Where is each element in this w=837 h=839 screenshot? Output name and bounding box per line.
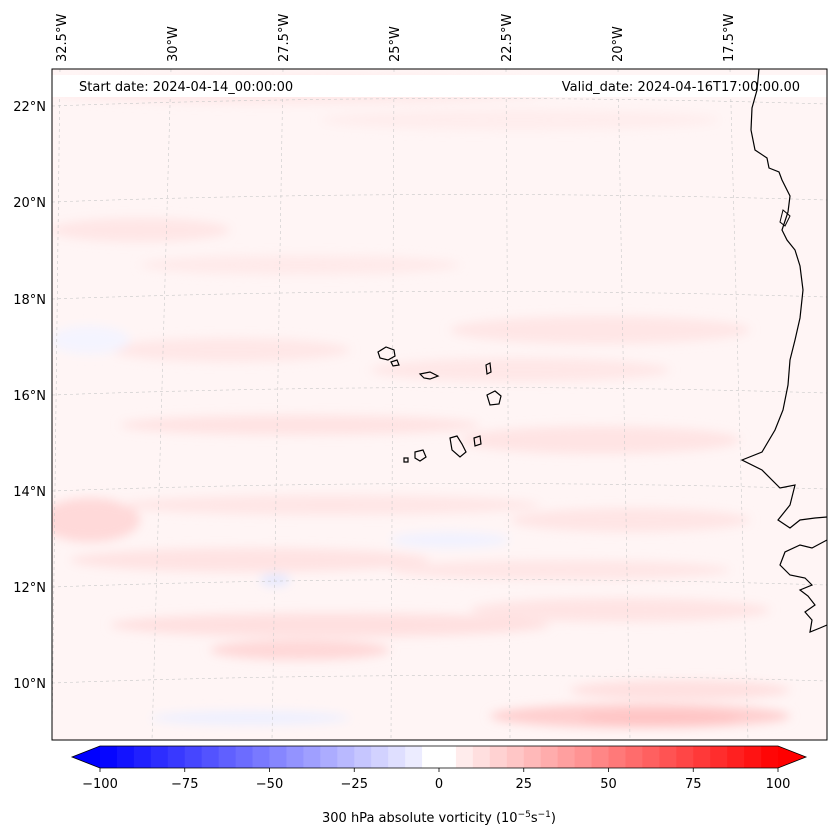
colorbar-segment: [455, 746, 474, 768]
colorbar-segment: [303, 746, 321, 768]
colorbar-segment: [422, 746, 440, 768]
lat-label-20n: 20°N: [13, 196, 46, 211]
colorbar-segment: [472, 746, 491, 768]
lon-label-17-5w: 17.5°W: [722, 14, 737, 62]
island-brava: [403, 457, 409, 463]
lon-label-22-5w: 22.5°W: [500, 14, 515, 62]
colorbar-segment: [320, 746, 338, 768]
map-frame: [51, 68, 828, 741]
colorbar-segment: [761, 746, 779, 768]
colorbar-tick-label: −25: [341, 777, 368, 792]
colorbar-max-extend-arrow: [778, 746, 806, 768]
colorbar-segment: [150, 746, 169, 768]
valid-date-label: Valid_date: 2024-04-16T17:00:00.00: [562, 80, 800, 95]
lat-label-10n: 10°N: [13, 677, 46, 692]
lon-label-25w: 25°W: [388, 26, 403, 62]
lat-label-12n: 12°N: [13, 581, 46, 596]
colorbar-segment: [506, 746, 525, 768]
colorbar-tick-label: 25: [515, 777, 532, 792]
colorbar-tick-label: −100: [82, 777, 118, 792]
colorbar-segment: [133, 746, 152, 768]
colorbar-tick-label: 0: [435, 777, 443, 792]
colorbar-segment: [727, 746, 745, 768]
colorbar-min-extend-arrow: [72, 746, 100, 768]
map-background: [52, 69, 827, 740]
island-maio: [473, 435, 482, 447]
colorbar: −100 −75 −50 −25 0 25 50 75 100 300 hPa absolute…: [70, 745, 808, 826]
colorbar-segment: [676, 746, 694, 768]
colorbar-tick-label: 50: [600, 777, 617, 792]
colorbar-segment: [218, 746, 236, 768]
colorbar-segment: [405, 746, 423, 768]
colorbar-tick-label: −75: [171, 777, 198, 792]
gridlines: [52, 69, 827, 740]
colorbar-segment: [591, 746, 609, 768]
lat-label-16n: 16°N: [13, 389, 46, 404]
colorbar-segment: [659, 746, 677, 768]
lat-label-14n: 14°N: [13, 485, 46, 500]
island-sal: [485, 362, 492, 375]
longitude-labels: 32.5°W 30°W 27.5°W 25°W 22.5°W 20°W 17.5…: [55, 14, 737, 62]
cape-verde-islands: [377, 346, 502, 463]
colorbar-segment: [116, 746, 135, 768]
colorbar-segment: [252, 746, 270, 768]
island-sao-vicente: [390, 359, 400, 367]
colorbar-segment: [489, 746, 508, 768]
colorbar-segment: [167, 746, 186, 768]
colorbar-tick-label: 75: [685, 777, 702, 792]
colorbar-segment: [388, 746, 406, 768]
lon-label-30w: 30°W: [166, 26, 181, 62]
lon-label-20w: 20°W: [611, 26, 626, 62]
colorbar-segment: [269, 746, 287, 768]
colorbar-segment: [371, 746, 389, 768]
lat-label-18n: 18°N: [13, 293, 46, 308]
colorbar-segments: [100, 746, 779, 768]
colorbar-ticks: −100 −75 −50 −25 0 25 50 75 100: [82, 768, 790, 792]
colorbar-segment: [625, 746, 643, 768]
lon-label-27-5w: 27.5°W: [277, 14, 292, 62]
island-santiago: [449, 435, 467, 458]
colorbar-segment: [354, 746, 372, 768]
map-panel: Start date: 2024-04-14_00:00:00 Valid_da…: [52, 69, 827, 740]
colorbar-segment: [201, 746, 220, 768]
vorticity-field: [52, 76, 790, 728]
colorbar-segment: [744, 746, 762, 768]
colorbar-segment: [286, 746, 304, 768]
colorbar-segment: [540, 746, 559, 768]
africa-coastline-south: [779, 539, 827, 633]
latitude-labels: 22°N 20°N 18°N 16°N 14°N 12°N 10°N: [13, 100, 46, 692]
river-estuary: [779, 209, 791, 227]
lat-label-22n: 22°N: [13, 100, 46, 115]
colorbar-tick-label: −50: [256, 777, 283, 792]
colorbar-segment: [608, 746, 626, 768]
island-sao-nicolau: [418, 371, 440, 380]
start-date-label: Start date: 2024-04-14_00:00:00: [79, 80, 293, 95]
colorbar-segment: [235, 746, 253, 768]
colorbar-segment: [184, 746, 203, 768]
colorbar-label: 300 hPa absolute vorticity (10−5s−1): [322, 810, 556, 826]
header-band: [52, 75, 827, 97]
colorbar-segment: [693, 746, 711, 768]
island-santo-antao: [377, 346, 396, 361]
colorbar-segment: [574, 746, 592, 768]
colorbar-segment: [523, 746, 542, 768]
colorbar-segment: [100, 746, 118, 768]
colorbar-segment: [557, 746, 575, 768]
island-fogo: [414, 449, 427, 462]
colorbar-segment: [642, 746, 660, 768]
africa-coastline: [740, 69, 827, 529]
colorbar-segment: [439, 746, 457, 768]
lon-label-32-5w: 32.5°W: [55, 14, 70, 62]
colorbar-segment: [710, 746, 728, 768]
colorbar-tick-label: 100: [766, 777, 791, 792]
island-boa-vista: [486, 390, 502, 406]
colorbar-segment: [337, 746, 355, 768]
